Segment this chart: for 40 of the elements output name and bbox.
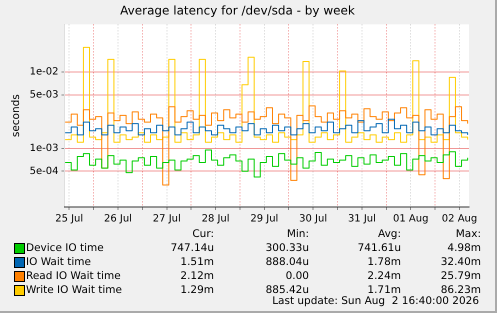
text: Max: — [454, 228, 481, 241]
text: 2.12m — [179, 270, 214, 283]
x-tick-label: 01 Aug — [393, 214, 428, 225]
text: 1.78m — [366, 256, 401, 269]
y-tick-label: 1e-02 — [30, 66, 58, 78]
text: Last update: Sun Aug 2 16:40:00 2026 — [272, 295, 479, 307]
x-tick-label: 30 Jul — [299, 214, 328, 225]
text: 1.29m — [179, 284, 214, 297]
text: 300.33u — [264, 242, 309, 255]
text: 747.14u — [170, 242, 214, 255]
legend-label: IO Wait time — [26, 256, 91, 269]
legend-label: Write IO Wait time — [26, 284, 122, 297]
text: 741.61u — [356, 242, 401, 255]
x-tick-label: 28 Jul — [202, 214, 230, 225]
legend-label: Device IO time — [26, 242, 104, 255]
text: 0.00 — [284, 270, 309, 283]
text: 4.98m — [446, 242, 481, 255]
y-tick-label: 1e-03 — [30, 142, 58, 154]
x-tick-label: 29 Jul — [250, 214, 278, 225]
x-tick-label: 02 Aug — [442, 214, 478, 225]
y-tick-label: 5e-03 — [30, 90, 58, 101]
text: Min: — [286, 228, 309, 241]
x-tick-label: 25 Jul — [55, 214, 84, 225]
legend-label: Read IO Wait time — [26, 270, 121, 283]
text: 25.79m — [440, 270, 481, 283]
text: 86.23m — [440, 284, 481, 296]
x-tick-label: 31 Jul — [348, 214, 376, 225]
text: 32.40m — [440, 256, 481, 269]
text: 888.04u — [264, 256, 309, 269]
y-axis-title: seconds — [10, 94, 22, 138]
y-tick-label: 5e-04 — [30, 166, 58, 177]
text: 1.71m — [366, 284, 401, 296]
x-tick-label: 27 Jul — [152, 214, 181, 225]
text: 2.24m — [366, 270, 401, 283]
text: Avg: — [377, 228, 401, 241]
text: Cur: — [191, 228, 214, 241]
chart-title: Average latency for /dev/sda - by week — [120, 3, 355, 18]
text: 1.51m — [179, 256, 214, 269]
text: 885.42u — [264, 284, 309, 296]
x-tick-label: 26 Jul — [104, 214, 132, 225]
